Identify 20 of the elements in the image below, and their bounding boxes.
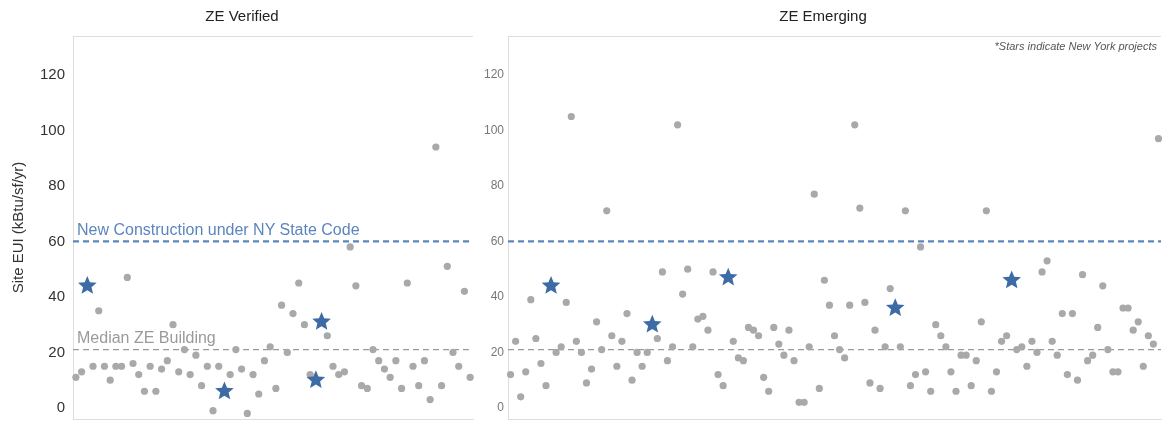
y-tick-label: 60 (48, 231, 66, 249)
y-tick-label: 60 (490, 233, 505, 248)
chart-title: ZE Verified (205, 7, 279, 25)
y-tick-label: 0 (56, 398, 66, 416)
y-tick-label: 100 (40, 120, 66, 138)
y-tick-label: 80 (490, 178, 505, 193)
y-tick-label: 20 (490, 344, 505, 359)
y-tick-label: 40 (490, 289, 505, 304)
chart-title: ZE Emerging (779, 7, 867, 25)
ref-line-label: New Construction under NY State Code (77, 220, 360, 238)
y-tick-label: 120 (40, 65, 66, 82)
y-tick-label: 0 (497, 400, 505, 415)
annotation: *Stars indicate New York projects (994, 39, 1158, 52)
ref-line-label: Median ZE Building (77, 329, 216, 347)
y-tick-label: 40 (48, 287, 66, 305)
y-axis-title: Site EUI (kBtu/sf/yr) (9, 161, 27, 294)
y-tick-label: 20 (48, 342, 66, 360)
y-tick-label: 100 (483, 122, 505, 137)
y-tick-label: 120 (483, 67, 505, 82)
y-tick-label: 80 (48, 176, 66, 194)
